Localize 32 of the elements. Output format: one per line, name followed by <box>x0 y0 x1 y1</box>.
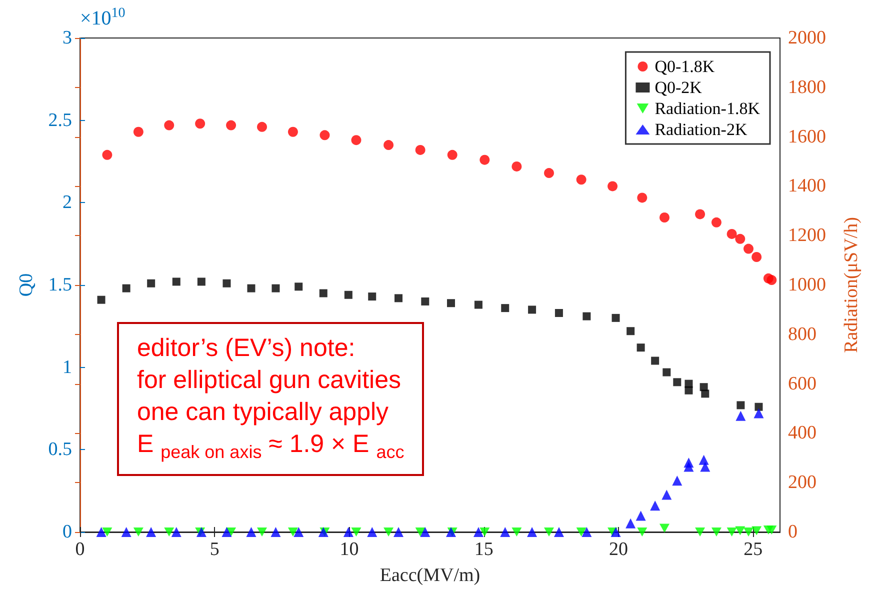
y-tick-label: 0.5 <box>48 439 72 460</box>
x-tick-label: 10 <box>340 539 359 560</box>
legend-label: Radiation-2K <box>654 120 748 139</box>
y-tick-label: 1 <box>62 356 72 378</box>
y2-tick-label: 600 <box>788 373 816 394</box>
y2-tick-label: 200 <box>788 472 816 494</box>
x-tick-label: 20 <box>608 539 628 560</box>
y2-tick-label: 0 <box>788 522 798 542</box>
y2-axis-title: Radiation(μSV/h) <box>841 217 862 353</box>
annotation: editor’s (EV’s) note: for elliptical gun cavities one can typically apply E $_{peak on axis}$ ≈ 1.9 × E $_{acc}$ <box>117 322 424 476</box>
legend-label: Radiation-1.8K <box>654 99 761 118</box>
y2-tick-label: 1000 <box>788 274 826 296</box>
text: ×10$^{10}$ <box>80 6 126 31</box>
y-axis-title: Q0 <box>16 273 37 297</box>
y2-tick-label: 1600 <box>788 126 826 148</box>
legend-label: Q0-2K <box>654 78 703 97</box>
x-axis-title: Eacc(MV/m) <box>380 565 480 586</box>
y-tick-label: 2.5 <box>48 110 72 131</box>
y-tick-label: 0 <box>62 522 72 542</box>
y-tick-label: 2 <box>62 192 72 214</box>
y-tick-label: 3 <box>62 28 72 48</box>
legend-label: Q0-1.8K <box>654 57 716 76</box>
x-tick-label: 15 <box>474 539 494 560</box>
y2-tick-label: 1800 <box>788 76 826 98</box>
y2-tick-label: 2000 <box>788 28 826 48</box>
x-tick-label: 5 <box>210 539 220 560</box>
y2-tick-label: 800 <box>788 324 816 345</box>
y2-tick-label: 1200 <box>788 225 826 246</box>
x-tick-label: 25 <box>744 539 763 560</box>
y2-tick-label: 1400 <box>788 176 826 197</box>
y-tick-label: 1.5 <box>48 274 72 296</box>
y2-tick-label: 400 <box>788 422 816 444</box>
